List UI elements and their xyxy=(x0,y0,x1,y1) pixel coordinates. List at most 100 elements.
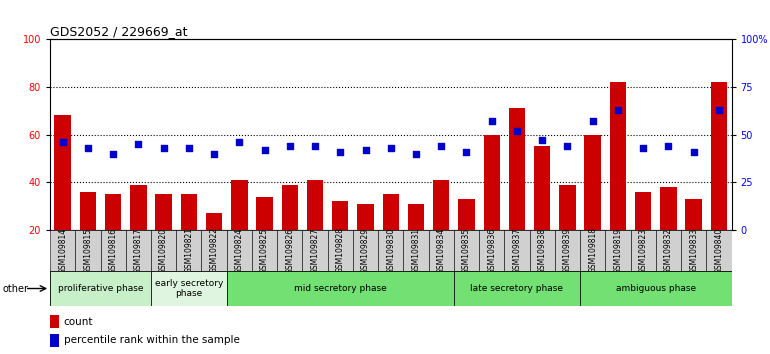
Point xyxy=(637,145,649,151)
FancyBboxPatch shape xyxy=(50,230,75,271)
Point xyxy=(360,147,372,153)
Point xyxy=(435,143,447,149)
Point xyxy=(233,139,246,145)
Bar xyxy=(282,185,298,230)
Bar xyxy=(635,192,651,230)
Bar xyxy=(130,185,146,230)
Point xyxy=(132,141,145,147)
FancyBboxPatch shape xyxy=(555,230,580,271)
Point xyxy=(334,149,346,155)
FancyBboxPatch shape xyxy=(226,230,252,271)
Point xyxy=(208,151,220,156)
Bar xyxy=(458,199,474,230)
Point xyxy=(157,145,169,151)
Text: GSM109830: GSM109830 xyxy=(387,227,395,274)
Text: GSM109819: GSM109819 xyxy=(614,227,622,274)
Bar xyxy=(484,135,500,230)
Point xyxy=(259,147,271,153)
Point xyxy=(309,143,321,149)
Text: GSM109822: GSM109822 xyxy=(209,228,219,273)
Bar xyxy=(332,201,349,230)
Text: GSM109836: GSM109836 xyxy=(487,227,496,274)
FancyBboxPatch shape xyxy=(202,230,226,271)
Text: GSM109832: GSM109832 xyxy=(664,227,673,274)
Point xyxy=(384,145,397,151)
FancyBboxPatch shape xyxy=(226,271,454,306)
Text: GSM109837: GSM109837 xyxy=(513,227,521,274)
FancyBboxPatch shape xyxy=(303,230,328,271)
Text: GSM109840: GSM109840 xyxy=(715,227,723,274)
Point xyxy=(410,151,422,156)
Bar xyxy=(256,197,273,230)
FancyBboxPatch shape xyxy=(151,230,176,271)
Text: GSM109838: GSM109838 xyxy=(537,227,547,274)
Point xyxy=(536,137,548,143)
Point xyxy=(486,118,498,124)
Text: GSM109833: GSM109833 xyxy=(689,227,698,274)
Text: other: other xyxy=(2,284,28,293)
FancyBboxPatch shape xyxy=(126,230,151,271)
Text: GSM109831: GSM109831 xyxy=(411,227,420,274)
FancyBboxPatch shape xyxy=(252,230,277,271)
Bar xyxy=(231,180,247,230)
Point xyxy=(283,143,296,149)
FancyBboxPatch shape xyxy=(353,230,378,271)
FancyBboxPatch shape xyxy=(378,230,403,271)
Bar xyxy=(50,315,59,328)
Text: mid secretory phase: mid secretory phase xyxy=(294,284,387,293)
FancyBboxPatch shape xyxy=(605,230,631,271)
Point xyxy=(612,107,624,113)
Text: early secretory
phase: early secretory phase xyxy=(155,279,223,298)
Text: GSM109825: GSM109825 xyxy=(260,227,269,274)
Bar xyxy=(534,147,551,230)
FancyBboxPatch shape xyxy=(277,230,303,271)
Bar xyxy=(307,180,323,230)
Bar xyxy=(156,194,172,230)
Text: count: count xyxy=(64,316,93,327)
Bar xyxy=(206,213,223,230)
Text: GSM109834: GSM109834 xyxy=(437,227,446,274)
Text: GSM109816: GSM109816 xyxy=(109,227,118,274)
FancyBboxPatch shape xyxy=(176,230,202,271)
Point xyxy=(56,139,69,145)
Point xyxy=(662,143,675,149)
Bar xyxy=(685,199,701,230)
FancyBboxPatch shape xyxy=(75,230,101,271)
Text: GSM109827: GSM109827 xyxy=(310,227,320,274)
Point xyxy=(82,145,94,151)
Point xyxy=(460,149,473,155)
Text: GSM109814: GSM109814 xyxy=(59,227,67,274)
Bar xyxy=(408,204,424,230)
FancyBboxPatch shape xyxy=(479,230,504,271)
Text: ambiguous phase: ambiguous phase xyxy=(616,284,696,293)
Bar xyxy=(181,194,197,230)
Text: percentile rank within the sample: percentile rank within the sample xyxy=(64,335,239,346)
FancyBboxPatch shape xyxy=(101,230,126,271)
FancyBboxPatch shape xyxy=(631,230,656,271)
Text: GSM109826: GSM109826 xyxy=(286,227,294,274)
FancyBboxPatch shape xyxy=(328,230,353,271)
FancyBboxPatch shape xyxy=(504,230,530,271)
Bar xyxy=(610,82,626,230)
Text: GDS2052 / 229669_at: GDS2052 / 229669_at xyxy=(50,25,188,38)
Text: GSM109835: GSM109835 xyxy=(462,227,471,274)
Point xyxy=(688,149,700,155)
Text: GSM109820: GSM109820 xyxy=(159,227,168,274)
FancyBboxPatch shape xyxy=(706,230,732,271)
Bar xyxy=(509,108,525,230)
FancyBboxPatch shape xyxy=(403,230,429,271)
Text: GSM109824: GSM109824 xyxy=(235,227,244,274)
Text: GSM109839: GSM109839 xyxy=(563,227,572,274)
FancyBboxPatch shape xyxy=(530,230,555,271)
FancyBboxPatch shape xyxy=(429,230,454,271)
Text: proliferative phase: proliferative phase xyxy=(58,284,143,293)
Text: GSM109815: GSM109815 xyxy=(83,227,92,274)
FancyBboxPatch shape xyxy=(151,271,226,306)
Point xyxy=(182,145,195,151)
Text: GSM109818: GSM109818 xyxy=(588,228,598,273)
Point xyxy=(107,151,119,156)
Point xyxy=(561,143,574,149)
FancyBboxPatch shape xyxy=(681,230,706,271)
FancyBboxPatch shape xyxy=(580,271,731,306)
FancyBboxPatch shape xyxy=(454,230,479,271)
